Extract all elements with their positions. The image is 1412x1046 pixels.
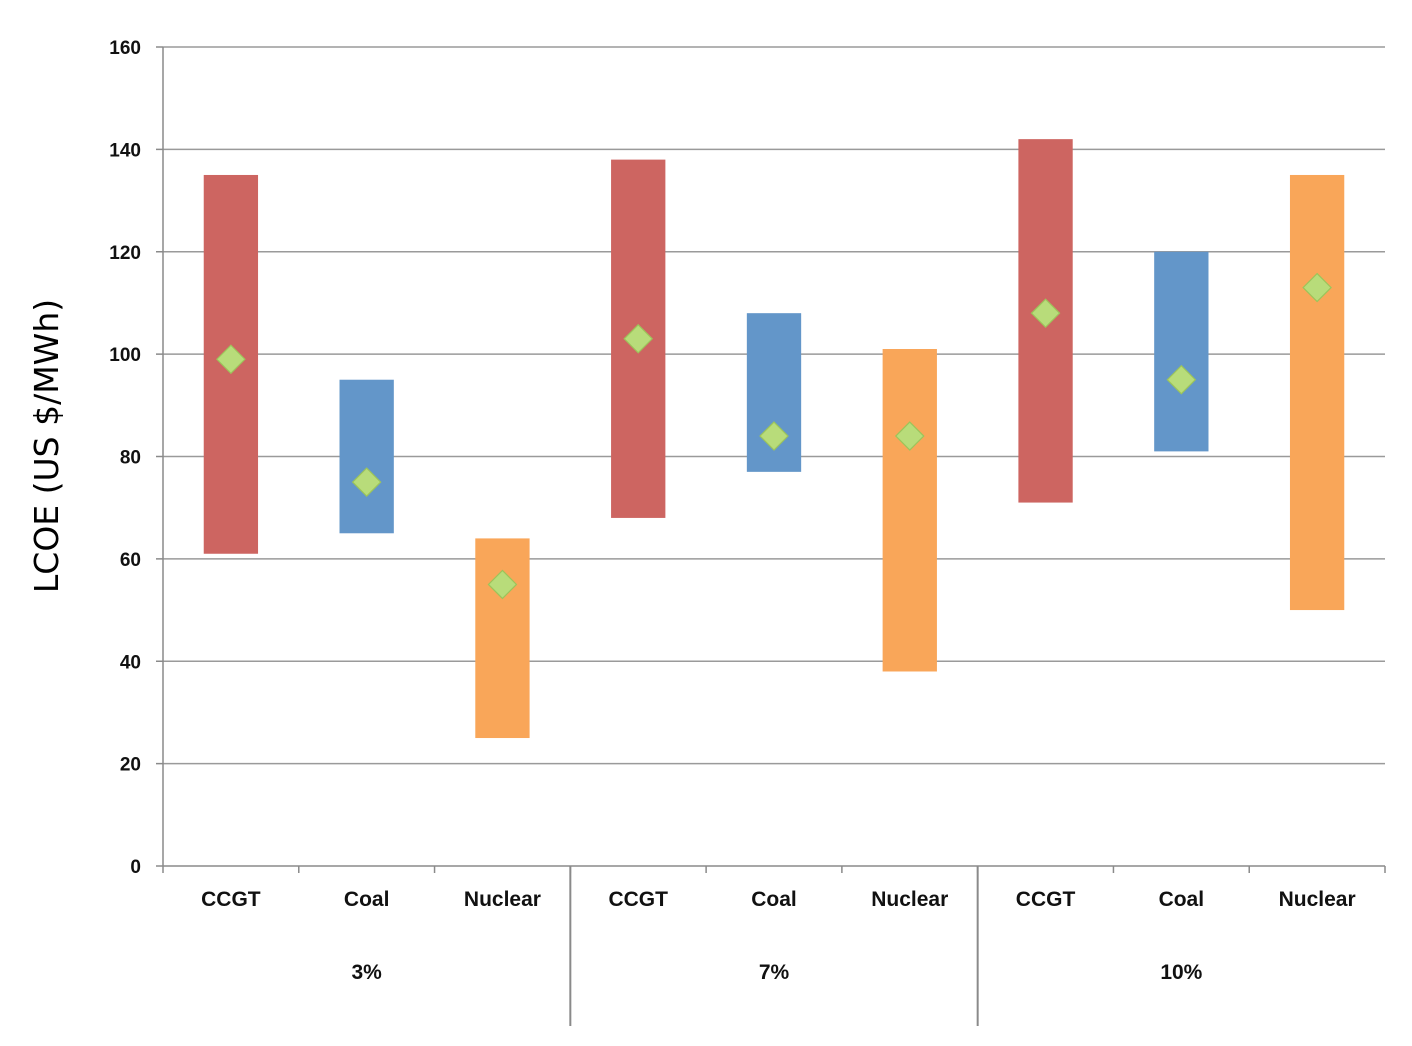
median-marker <box>487 569 518 600</box>
median-marker <box>759 421 789 451</box>
x-category-label: CCGT <box>1016 888 1076 911</box>
x-category-label: Nuclear <box>871 888 948 911</box>
x-group-label: 3% <box>351 961 382 984</box>
x-category-label: CCGT <box>608 888 668 911</box>
y-tick-label: 100 <box>109 345 141 366</box>
range-bar <box>1154 251 1209 452</box>
median-markers <box>216 272 1332 600</box>
x-category-label: Coal <box>1159 888 1205 911</box>
range-bar <box>339 379 394 534</box>
y-tick-label: 0 <box>130 857 141 878</box>
y-tick-label: 80 <box>120 448 141 469</box>
y-tick-label: 120 <box>109 243 141 264</box>
y-axis-label: LCOE (US $/MWh) <box>27 299 66 593</box>
median-marker <box>894 421 925 451</box>
range-bar <box>475 538 530 739</box>
x-group-label: 7% <box>759 961 790 984</box>
x-category-label: CCGT <box>201 888 261 911</box>
y-tick-label: 140 <box>109 140 141 161</box>
bars <box>203 139 1345 739</box>
y-tick-label: 60 <box>120 550 141 571</box>
range-bar <box>1289 174 1345 611</box>
y-tick-label: 160 <box>109 38 141 59</box>
median-marker <box>1030 298 1061 329</box>
median-marker <box>351 467 382 497</box>
median-marker <box>1302 272 1332 303</box>
y-tick-label: 20 <box>120 755 141 776</box>
median-marker <box>623 323 654 354</box>
x-category-label: Nuclear <box>464 888 541 911</box>
x-category-label: Coal <box>344 888 390 911</box>
x-category-label: Coal <box>751 888 797 911</box>
x-group-label: 10% <box>1160 961 1202 984</box>
median-marker <box>216 344 246 375</box>
range-bar <box>882 349 937 672</box>
median-marker <box>1166 364 1197 395</box>
x-category-label: Nuclear <box>1279 888 1356 911</box>
y-tick-label: 40 <box>120 652 141 673</box>
axes: 0 20 40 60 80 100 120 140 160 CCGT Coal Nuclear 3% CC… <box>109 38 1386 1026</box>
